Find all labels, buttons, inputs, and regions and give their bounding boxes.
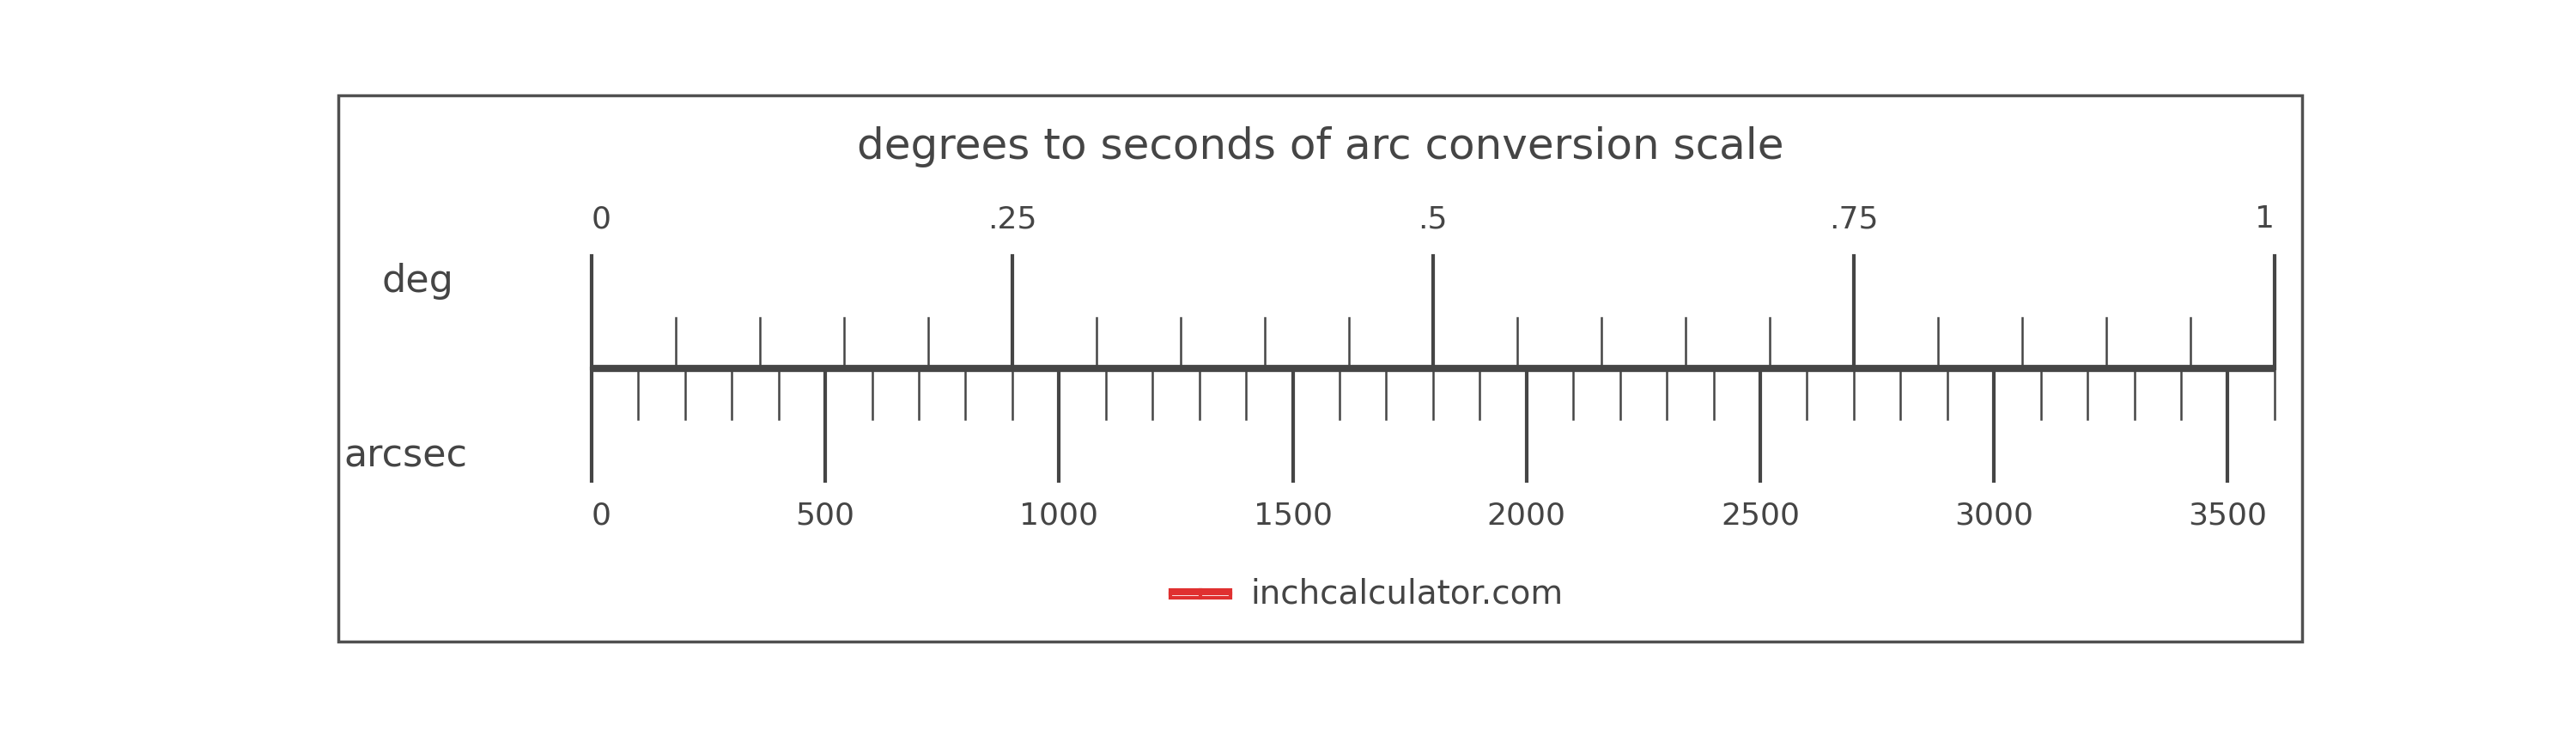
Text: inchcalculator.com: inchcalculator.com xyxy=(1249,577,1564,610)
Text: 2000: 2000 xyxy=(1486,501,1566,530)
Text: .5: .5 xyxy=(1419,204,1448,234)
Text: 1500: 1500 xyxy=(1255,501,1332,530)
Text: 0: 0 xyxy=(592,204,611,234)
Text: 2500: 2500 xyxy=(1721,501,1801,530)
Text: 3000: 3000 xyxy=(1955,501,2032,530)
Text: 3500: 3500 xyxy=(2187,501,2267,530)
Text: .25: .25 xyxy=(987,204,1038,234)
Text: 0: 0 xyxy=(592,501,611,530)
Text: 1000: 1000 xyxy=(1020,501,1097,530)
Text: deg: deg xyxy=(381,263,453,300)
Bar xyxy=(1170,590,1231,597)
Text: 1: 1 xyxy=(2254,204,2275,234)
Text: .75: .75 xyxy=(1829,204,1878,234)
Text: degrees to seconds of arc conversion scale: degrees to seconds of arc conversion sca… xyxy=(858,126,1783,167)
Text: arcsec: arcsec xyxy=(345,437,469,474)
Text: 500: 500 xyxy=(796,501,855,530)
